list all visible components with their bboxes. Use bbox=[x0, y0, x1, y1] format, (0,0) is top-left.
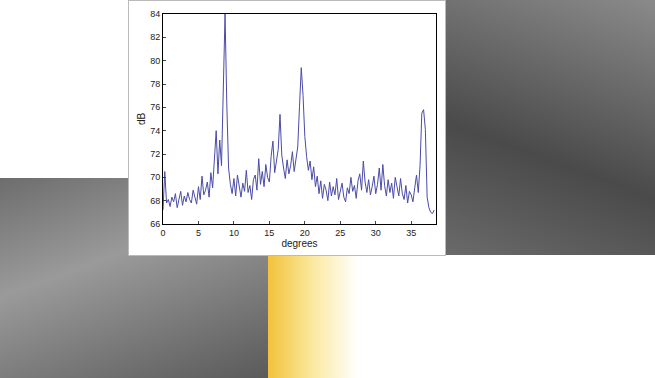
svg-text:5: 5 bbox=[196, 228, 201, 238]
svg-text:80: 80 bbox=[150, 56, 160, 66]
svg-text:82: 82 bbox=[150, 32, 160, 42]
svg-text:66: 66 bbox=[150, 219, 160, 229]
svg-text:20: 20 bbox=[300, 228, 310, 238]
svg-text:35: 35 bbox=[406, 228, 416, 238]
svg-text:84: 84 bbox=[150, 9, 160, 19]
svg-text:76: 76 bbox=[150, 102, 160, 112]
svg-text:0: 0 bbox=[160, 228, 165, 238]
svg-text:74: 74 bbox=[150, 126, 160, 136]
svg-text:degrees: degrees bbox=[281, 238, 317, 249]
svg-text:68: 68 bbox=[150, 196, 160, 206]
svg-text:15: 15 bbox=[264, 228, 274, 238]
svg-text:30: 30 bbox=[371, 228, 381, 238]
svg-text:25: 25 bbox=[335, 228, 345, 238]
svg-text:72: 72 bbox=[150, 149, 160, 159]
svg-text:dB: dB bbox=[136, 113, 147, 126]
svg-text:70: 70 bbox=[150, 172, 160, 182]
svg-text:10: 10 bbox=[229, 228, 239, 238]
svg-text:78: 78 bbox=[150, 79, 160, 89]
